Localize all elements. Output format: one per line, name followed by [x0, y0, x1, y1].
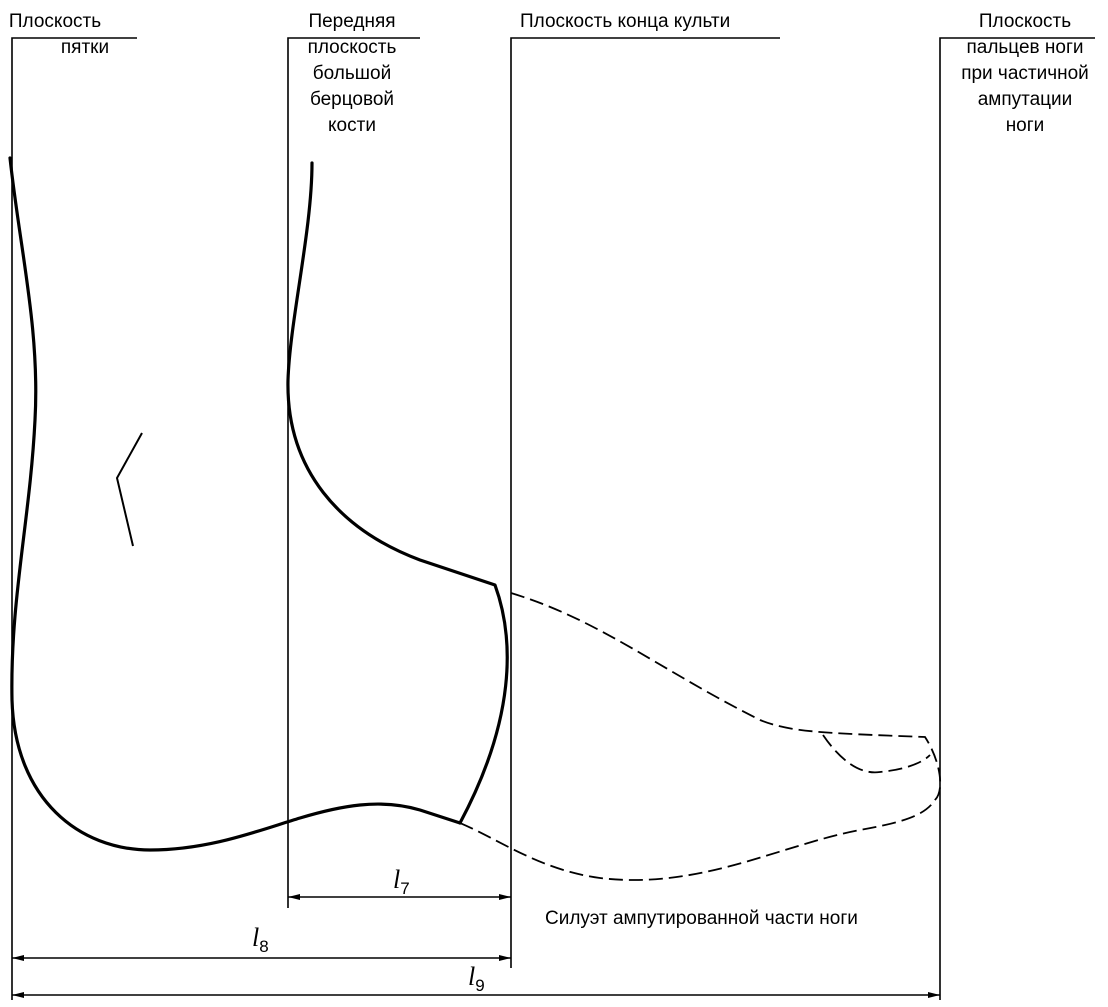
dimension-lines	[12, 894, 940, 998]
plane-label: ноги	[1006, 115, 1045, 136]
plane-label: Плоскость конца культи	[520, 11, 730, 32]
stump-plane	[510, 37, 780, 968]
dimension-symbol: l	[393, 865, 400, 894]
tibia-plane	[287, 37, 420, 908]
plane-label: Плоскость	[9, 11, 101, 32]
dimension-label: l8	[252, 923, 269, 956]
plane-label: пятки	[61, 37, 109, 58]
toe-outline	[822, 734, 931, 774]
plane-label: кости	[328, 115, 376, 136]
plane-label: Плоскость	[979, 11, 1071, 32]
heel-outline	[8, 156, 462, 852]
ankle-mark	[115, 432, 143, 547]
plane-label: плоскость	[308, 37, 397, 58]
dimension-subscript: 8	[259, 937, 268, 956]
dimension-label: l7	[393, 865, 410, 898]
plane-lines	[11, 37, 1095, 1000]
labels: Плоскость пятки Передняя плоскость большой бе…	[9, 11, 1089, 995]
silhouette-label: Силуэт ампутированной части ноги	[545, 908, 858, 929]
toe-plane	[939, 37, 1095, 1000]
plane-label: ампутации	[978, 89, 1073, 110]
plane-label: берцовой	[310, 89, 394, 110]
foot-outline	[8, 156, 942, 881]
dimension-subscript: 9	[475, 976, 484, 995]
plane-label: при частичной	[961, 63, 1089, 84]
dimension-symbol: l	[468, 962, 475, 991]
dimension-subscript: 7	[400, 879, 409, 898]
dimension-label: l9	[468, 962, 485, 995]
plane-label: Передняя	[308, 11, 395, 32]
plane-label: пальцев ноги	[966, 37, 1083, 58]
amputated-silhouette	[459, 592, 942, 881]
heel-plane	[11, 37, 137, 1000]
plane-label: большой	[313, 63, 391, 84]
dimension-symbol: l	[252, 923, 259, 952]
front-outline	[286, 161, 509, 825]
